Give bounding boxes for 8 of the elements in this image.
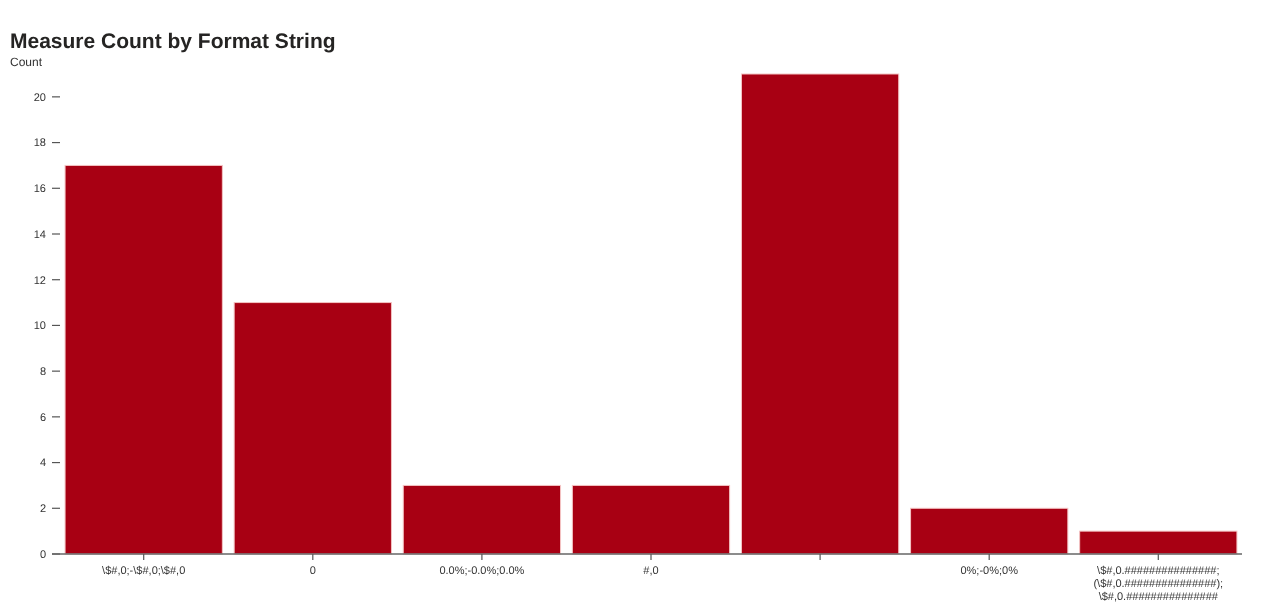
chart-title: Measure Count by Format String — [10, 30, 336, 54]
bar — [64, 164, 223, 555]
bar — [233, 302, 392, 555]
bar — [402, 484, 562, 555]
bar — [740, 73, 900, 555]
bar — [1079, 530, 1238, 555]
bar — [571, 484, 731, 555]
bar — [910, 507, 1069, 555]
